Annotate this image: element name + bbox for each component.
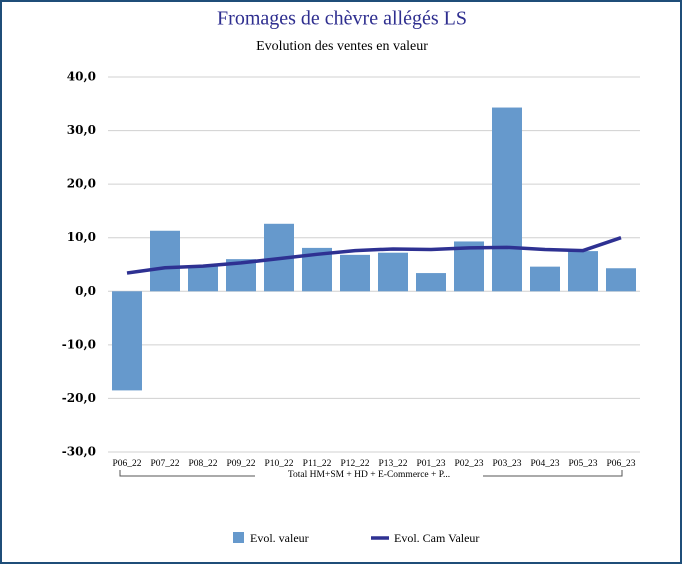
bar (530, 266, 560, 292)
bar (150, 230, 180, 292)
x-tick-label: P06_22 (112, 459, 141, 469)
x-tick-label: P02_23 (454, 459, 483, 469)
line (126, 236, 622, 275)
bar (568, 251, 598, 292)
y-tick-label: 30,0 (67, 123, 96, 137)
bar (378, 252, 408, 292)
legend-swatch (233, 532, 244, 543)
legend-label: Evol. Cam Valeur (394, 531, 479, 545)
y-tick-label: 40,0 (67, 70, 96, 84)
x-tick-label: P04_23 (530, 459, 559, 469)
y-tick-label: -20,0 (62, 391, 96, 405)
x-tick-label: P13_22 (378, 459, 407, 469)
bar (112, 291, 142, 391)
bar (606, 268, 636, 292)
bar (492, 107, 522, 292)
x-tick-label: P12_22 (340, 459, 369, 469)
legend-label: Evol. valeur (250, 531, 309, 545)
x-tick-label: P01_23 (416, 459, 445, 469)
x-tick-label: P03_23 (492, 459, 521, 469)
x-tick-label: P07_22 (150, 459, 179, 469)
x-tick-label: P10_22 (264, 459, 293, 469)
group-label-bg (255, 470, 483, 482)
chart-subtitle: Evolution des ventes en valeur (256, 39, 428, 54)
x-tick-label: P08_22 (188, 459, 217, 469)
x-tick-label: P05_23 (568, 459, 597, 469)
group-label: Total HM+SM + HD + E-Commerce + P... (288, 470, 450, 480)
y-tick-label: 10,0 (67, 230, 96, 244)
y-tick-label: 20,0 (67, 177, 96, 191)
bar (188, 265, 218, 292)
y-tick-label: 0,0 (75, 284, 96, 298)
y-tick-label: -30,0 (62, 445, 96, 459)
x-tick-label: P06_23 (606, 459, 635, 469)
y-tick-label: -10,0 (62, 337, 96, 351)
x-tick-label: P11_22 (303, 459, 332, 469)
x-tick-label: P09_22 (226, 459, 255, 469)
bar (416, 273, 446, 292)
bar (340, 254, 370, 292)
chart-title: Fromages de chèvre allégés LS (217, 8, 467, 30)
